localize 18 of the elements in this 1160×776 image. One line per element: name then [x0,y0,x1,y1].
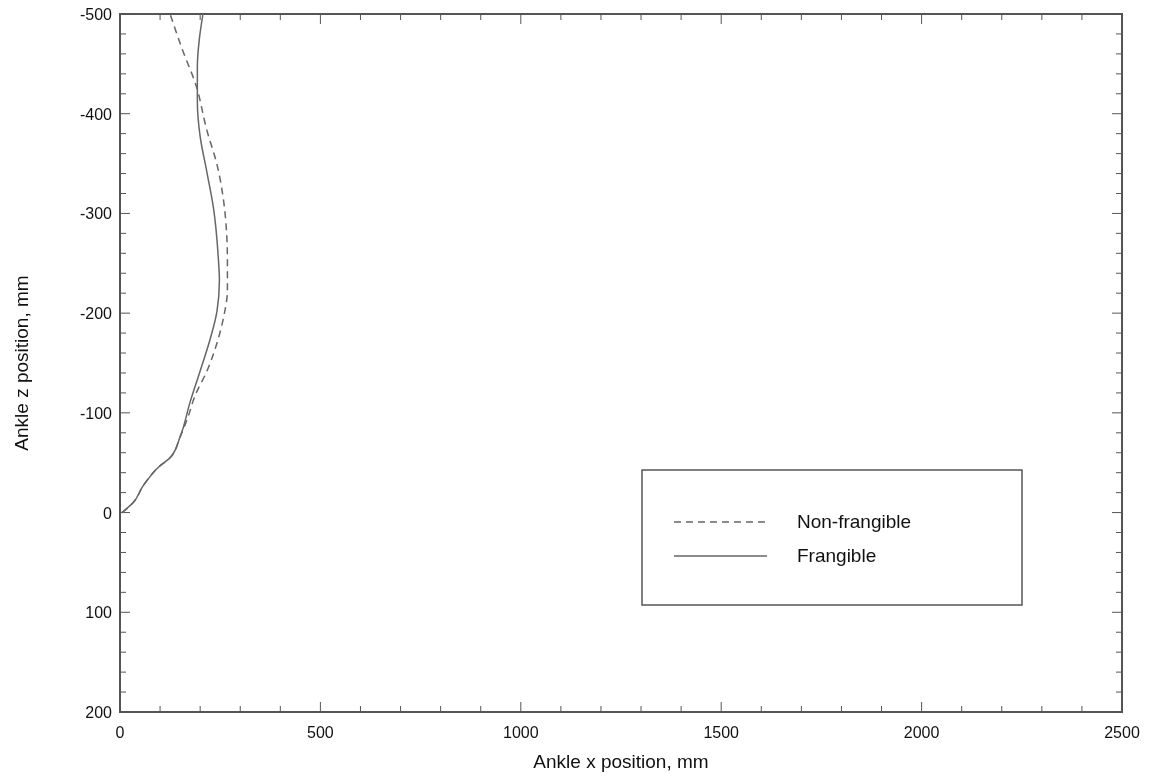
legend-label: Frangible [797,545,877,566]
y-tick-label: 100 [85,604,113,622]
y-tick-label: 0 [103,504,113,522]
y-tick-label: -300 [79,205,113,223]
y-axis-title: Ankle z position, mm [11,275,32,451]
y-tick-label: -500 [79,6,113,23]
y-tick-label: -200 [79,305,113,323]
legend-label: Non-frangible [797,511,912,532]
x-axis-title: Ankle x position, mm [533,751,709,772]
x-tick-label: 0 [115,724,125,741]
x-tick-label: 2500 [1104,724,1140,741]
x-tick-label: 1000 [503,724,539,741]
y-tick-label: -400 [79,105,113,123]
x-tick-label: 2000 [903,724,940,741]
x-tick-label: 500 [307,724,334,741]
y-tick-label: -100 [79,404,113,422]
y-tick-label: 200 [85,704,113,721]
x-tick-label: 1500 [703,724,740,741]
